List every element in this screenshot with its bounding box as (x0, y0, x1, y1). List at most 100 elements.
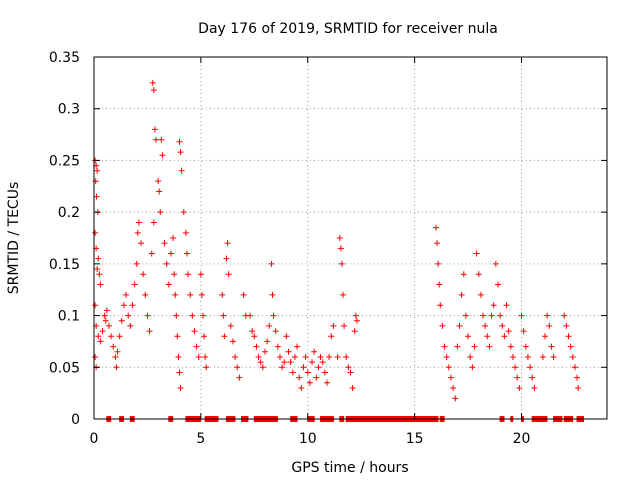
data-point (458, 291, 465, 298)
data-point (294, 343, 301, 350)
x-axis-label: GPS time / hours (291, 460, 408, 476)
data-point (447, 374, 454, 381)
data-point (161, 240, 168, 247)
x-tick-label: 10 (299, 431, 317, 447)
data-point (309, 359, 316, 366)
data-point (189, 312, 196, 319)
data-point (269, 291, 276, 298)
data-point (195, 353, 202, 360)
data-point (158, 136, 165, 143)
data-point (118, 317, 125, 324)
data-point (477, 291, 484, 298)
data-point (150, 87, 157, 94)
data-point (471, 343, 478, 350)
data-point (157, 209, 164, 216)
data-point (272, 328, 279, 335)
data-point (571, 364, 578, 371)
data-point (236, 374, 243, 381)
data-point (127, 322, 134, 329)
data-point (232, 353, 239, 360)
data-point (172, 291, 179, 298)
data-point (326, 353, 333, 360)
data-point (349, 384, 356, 391)
data-point (435, 260, 442, 267)
data-point (315, 364, 322, 371)
chart-title: Day 176 of 2019, SRMTID for receiver nul… (198, 21, 498, 37)
data-point (114, 348, 121, 355)
data-point (561, 312, 568, 319)
data-point (480, 312, 487, 319)
data-point (163, 260, 170, 267)
data-point (112, 353, 119, 360)
data-point (548, 343, 555, 350)
data-point (159, 152, 166, 159)
data-point (262, 348, 268, 355)
data-point (469, 364, 476, 371)
data-point (131, 281, 138, 288)
data-point (575, 384, 582, 391)
data-point (270, 312, 277, 319)
y-tick-label: 0.1 (58, 309, 80, 325)
data-point (259, 364, 266, 371)
data-point (102, 317, 109, 324)
data-point (202, 353, 209, 360)
data-point (565, 333, 572, 340)
data-point (546, 322, 553, 329)
data-point (123, 291, 130, 298)
data-point (330, 322, 337, 329)
data-point (142, 291, 149, 298)
data-point (467, 353, 474, 360)
data-point (133, 260, 140, 267)
y-tick-label: 0 (71, 412, 80, 428)
data-point (328, 333, 335, 340)
data-point (518, 312, 525, 319)
data-point (182, 229, 189, 236)
data-point (347, 369, 354, 376)
data-point (200, 312, 207, 319)
data-point (291, 353, 298, 360)
data-point (101, 312, 108, 319)
y-tick-label: 0.15 (49, 257, 80, 273)
data-point (539, 353, 546, 360)
data-point (92, 302, 99, 309)
data-point (434, 240, 441, 247)
plot-frame (93, 56, 608, 420)
data-points (92, 79, 587, 422)
data-point (249, 328, 256, 335)
data-point (165, 281, 172, 288)
data-point (304, 369, 311, 376)
data-point (445, 364, 452, 371)
data-point (103, 307, 110, 314)
data-point (176, 138, 183, 145)
data-point (94, 266, 101, 273)
data-point (319, 359, 326, 366)
data-point (433, 224, 439, 231)
data-point (520, 328, 527, 335)
data-point (289, 369, 296, 376)
data-point (281, 359, 288, 366)
data-point (522, 343, 529, 350)
data-point (313, 374, 320, 381)
data-point (187, 291, 194, 298)
data-point (454, 343, 461, 350)
data-point (567, 343, 574, 350)
data-point (146, 328, 153, 335)
data-point (108, 333, 115, 340)
y-tick-label: 0.35 (49, 50, 80, 66)
data-point (97, 281, 104, 288)
data-point (306, 379, 313, 386)
data-point (253, 343, 260, 350)
data-point (223, 255, 230, 262)
data-point (465, 333, 472, 340)
data-point (105, 322, 112, 329)
data-point (255, 353, 262, 360)
data-point (144, 312, 151, 319)
data-point (341, 322, 348, 329)
data-point (134, 229, 141, 236)
data-point (129, 302, 136, 309)
data-point (475, 271, 482, 278)
data-point (180, 209, 187, 216)
data-point (279, 364, 286, 371)
data-point (97, 338, 104, 345)
data-point (198, 291, 205, 298)
